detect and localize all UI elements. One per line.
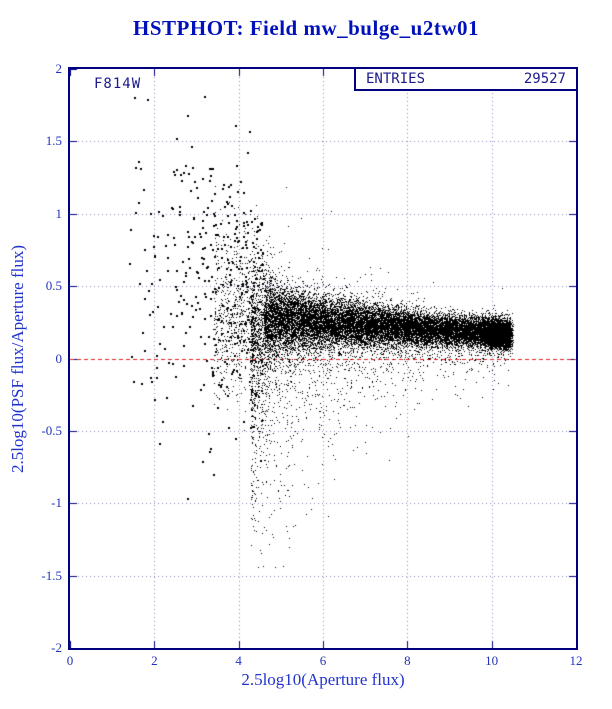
y-tick-label: 1.5 <box>45 133 62 149</box>
x-tick-label: 10 <box>485 653 499 668</box>
y-tick-label: -1.5 <box>41 567 62 583</box>
y-tick-label: 1 <box>55 205 63 221</box>
y-axis-label: 2.5log10(PSF flux/Aperture flux) <box>8 244 27 473</box>
x-tick-label: 8 <box>404 653 411 668</box>
stats-entries-label: ENTRIES <box>366 71 426 87</box>
y-tick-label: -1 <box>51 495 62 511</box>
x-axis-label: 2.5log10(Aperture flux) <box>241 670 405 689</box>
y-tick-label: 0 <box>55 350 63 366</box>
x-tick-labels: 0 2 4 6 8 10 12 <box>66 653 583 669</box>
page-title: HSTPHOT: Field mw_bulge_u2tw01 <box>133 16 479 40</box>
x-tick-label: 0 <box>66 653 74 668</box>
x-tick-label: 2 <box>151 653 158 668</box>
y-tick-label: -0.5 <box>41 422 62 438</box>
filter-label: F814W <box>94 76 142 92</box>
y-tick-label: 2 <box>55 61 63 76</box>
stats-entries-value: 29527 <box>523 71 566 87</box>
x-tick-label: 4 <box>235 653 242 668</box>
x-tick-label: 6 <box>319 653 327 668</box>
plot-area: F814W ENTRIES 29527 0 2 4 6 8 10 12 2 1.5 1 0.5 0-… <box>8 61 583 689</box>
y-tick-label: -2 <box>51 640 62 655</box>
scatter-canvas <box>70 69 576 648</box>
x-tick-label: 12 <box>569 653 583 668</box>
y-tick-label: 0.5 <box>45 278 62 294</box>
stats-box: ENTRIES 29527 <box>354 67 578 91</box>
